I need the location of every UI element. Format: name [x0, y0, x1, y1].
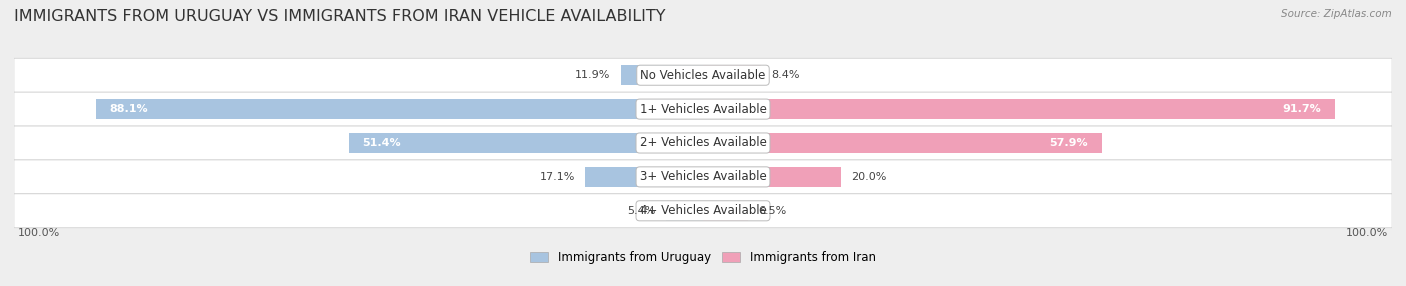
Bar: [703, 200, 748, 221]
Text: 100.0%: 100.0%: [17, 228, 59, 238]
Text: Source: ZipAtlas.com: Source: ZipAtlas.com: [1281, 9, 1392, 19]
Text: 51.4%: 51.4%: [363, 138, 401, 148]
FancyBboxPatch shape: [14, 126, 1392, 160]
FancyBboxPatch shape: [14, 160, 1392, 194]
Bar: [585, 167, 703, 187]
Bar: [621, 65, 703, 86]
FancyBboxPatch shape: [14, 92, 1392, 126]
Bar: [349, 133, 703, 153]
Text: 88.1%: 88.1%: [110, 104, 149, 114]
FancyBboxPatch shape: [14, 58, 1392, 92]
Text: 17.1%: 17.1%: [540, 172, 575, 182]
Text: 3+ Vehicles Available: 3+ Vehicles Available: [640, 170, 766, 183]
Text: 1+ Vehicles Available: 1+ Vehicles Available: [640, 103, 766, 116]
Text: 100.0%: 100.0%: [1347, 228, 1389, 238]
Bar: [703, 167, 841, 187]
Bar: [703, 99, 1334, 119]
Legend: Immigrants from Uruguay, Immigrants from Iran: Immigrants from Uruguay, Immigrants from…: [526, 247, 880, 269]
Bar: [703, 65, 761, 86]
Text: 4+ Vehicles Available: 4+ Vehicles Available: [640, 204, 766, 217]
Bar: [703, 133, 1102, 153]
FancyBboxPatch shape: [14, 194, 1392, 228]
Text: 8.4%: 8.4%: [772, 70, 800, 80]
Bar: [96, 99, 703, 119]
Text: 2+ Vehicles Available: 2+ Vehicles Available: [640, 136, 766, 150]
Text: 6.5%: 6.5%: [758, 206, 786, 216]
Text: 91.7%: 91.7%: [1282, 104, 1322, 114]
Text: 57.9%: 57.9%: [1049, 138, 1088, 148]
Bar: [666, 200, 703, 221]
Text: 20.0%: 20.0%: [851, 172, 887, 182]
Text: 5.4%: 5.4%: [627, 206, 655, 216]
Text: IMMIGRANTS FROM URUGUAY VS IMMIGRANTS FROM IRAN VEHICLE AVAILABILITY: IMMIGRANTS FROM URUGUAY VS IMMIGRANTS FR…: [14, 9, 665, 23]
Text: No Vehicles Available: No Vehicles Available: [640, 69, 766, 82]
Text: 11.9%: 11.9%: [575, 70, 610, 80]
